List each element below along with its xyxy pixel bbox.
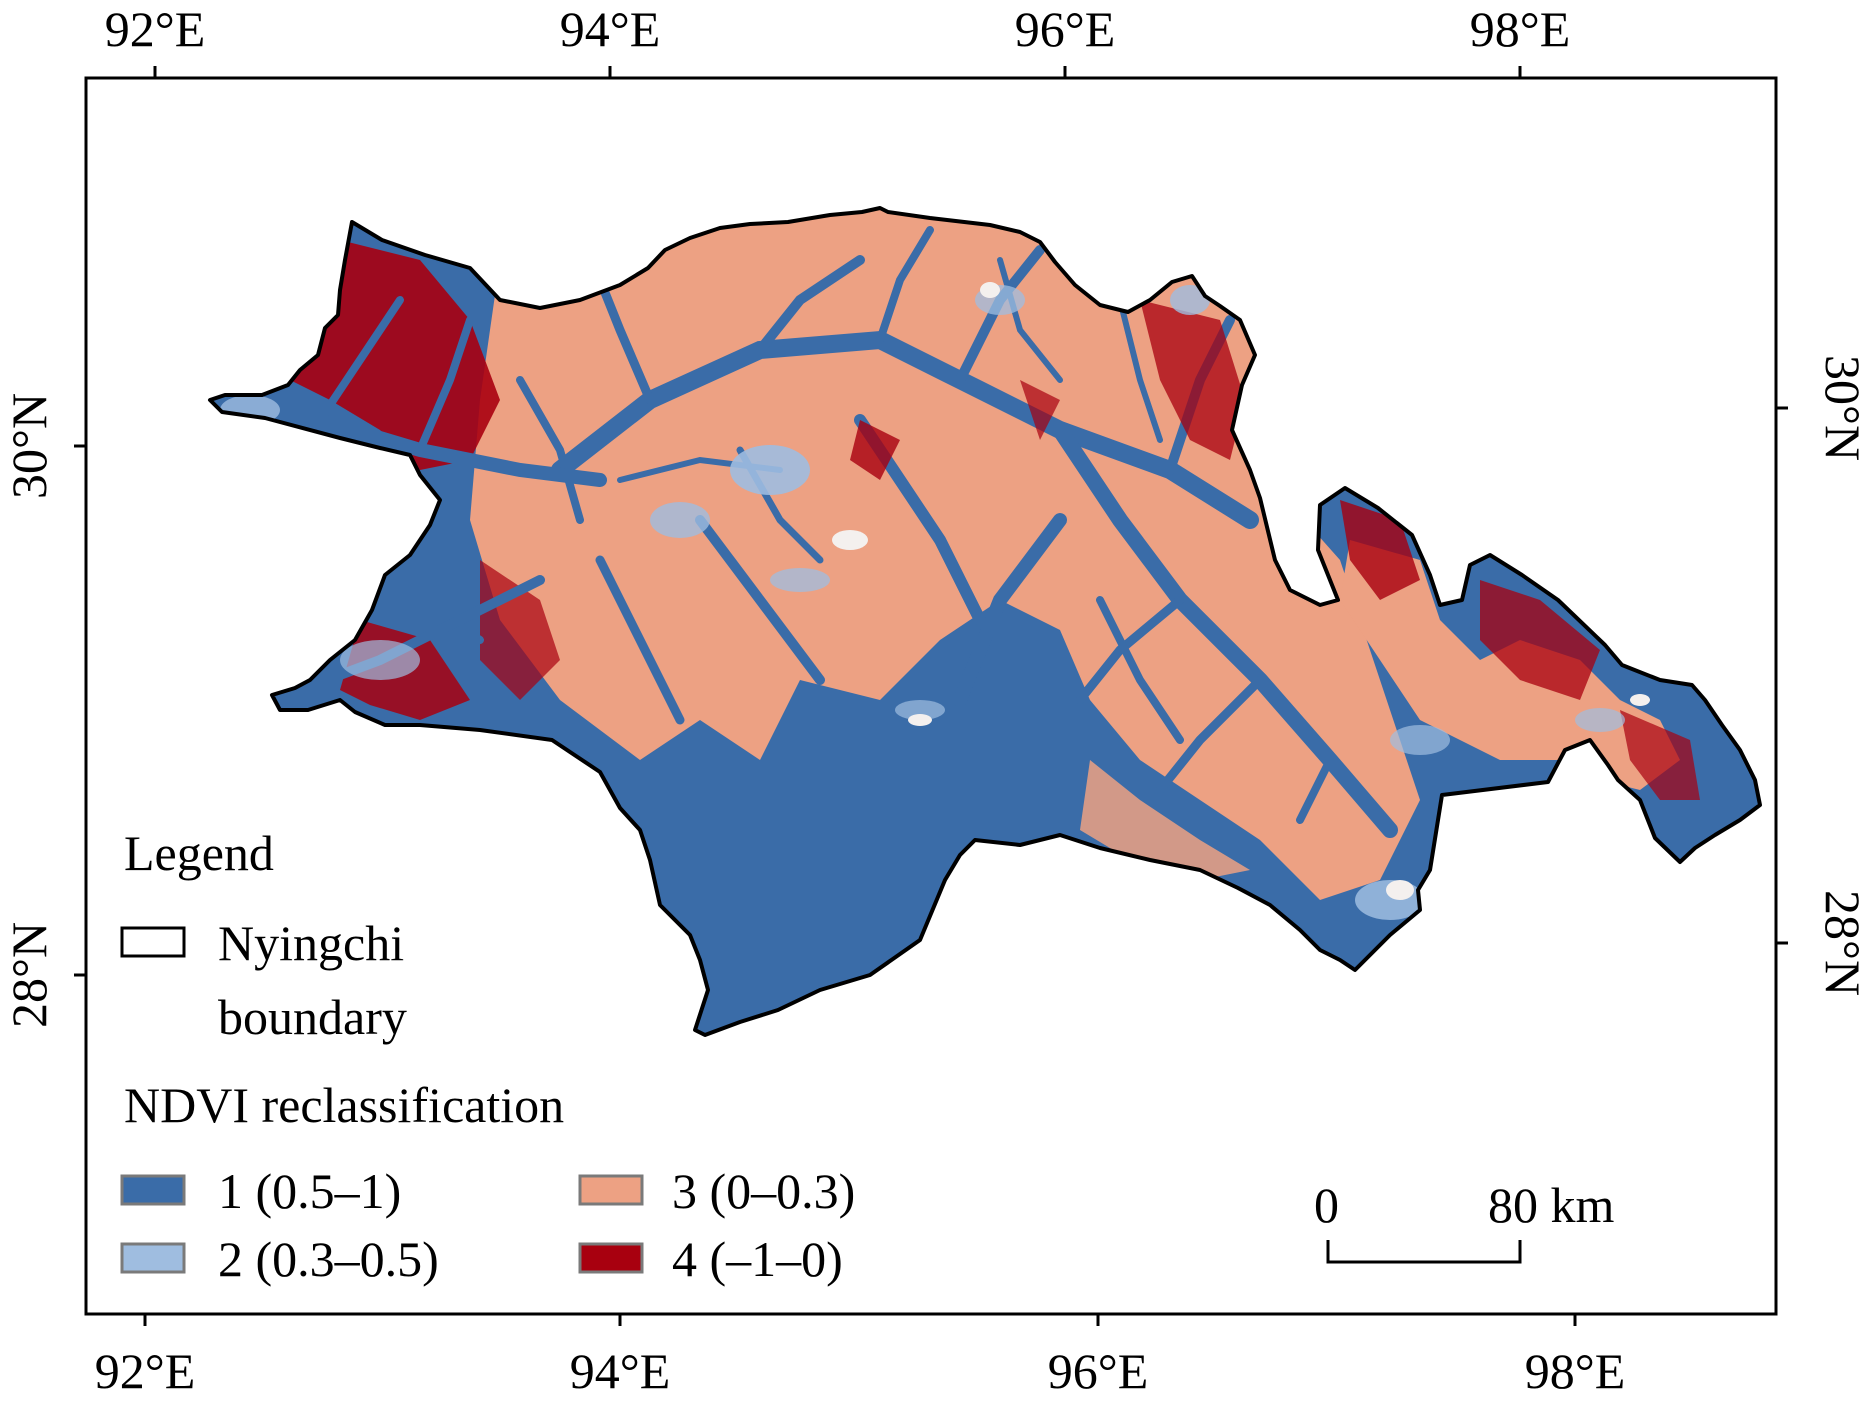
ndvi-class-2-label: 2 (0.3–0.5) xyxy=(218,1231,439,1287)
bottom-lon-label: 96°E xyxy=(1048,1343,1149,1399)
left-lat-label: 28°N xyxy=(1,922,57,1028)
bottom-lon-label: 98°E xyxy=(1525,1343,1626,1399)
ndvi-class-3-swatch xyxy=(578,1174,644,1206)
ndvi-class-1-swatch xyxy=(120,1174,186,1206)
top-lon-label: 92°E xyxy=(105,1,206,57)
boundary-legend-label: Nyingchi xyxy=(218,915,404,971)
right-lat-label: 30°N xyxy=(1815,355,1862,461)
nyingchi-boundary xyxy=(208,206,1762,1037)
legend-title: Legend xyxy=(124,825,274,881)
left-lat-label: 30°N xyxy=(1,393,57,499)
scale-bar: 0 80 km xyxy=(1314,1177,1615,1264)
ndvi-class-3-label: 3 (0–0.3) xyxy=(672,1163,855,1219)
boundary-legend-label: boundary xyxy=(218,989,407,1045)
graticule-ticks xyxy=(74,66,1788,1326)
top-lon-label: 98°E xyxy=(1470,1,1571,57)
bottom-lon-label: 92°E xyxy=(95,1343,196,1399)
snow-patches xyxy=(832,282,1650,900)
scale-bar-end-label: 80 km xyxy=(1488,1177,1615,1233)
ndvi-class-3-area-east xyxy=(1080,760,1250,880)
ndvi-class-4-swatch xyxy=(578,1242,644,1274)
bottom-lon-label: 94°E xyxy=(570,1343,671,1399)
ndvi-class-4-label: 4 (–1–0) xyxy=(672,1231,843,1287)
scale-bar-line xyxy=(1326,1240,1522,1264)
boundary-legend-swatch xyxy=(120,926,186,958)
ndvi-class-1-label: 1 (0.5–1) xyxy=(218,1163,401,1219)
ndvi-legend-title: NDVI reclassification xyxy=(124,1077,564,1133)
top-lon-label: 94°E xyxy=(560,1,661,57)
top-lon-label: 96°E xyxy=(1015,1,1116,57)
map-legend: Legend Nyingchi boundary NDVI reclassifi… xyxy=(120,825,855,1287)
ndvi-class-2-swatch xyxy=(120,1242,186,1274)
right-lat-label: 28°N xyxy=(1815,890,1862,996)
scale-bar-start-label: 0 xyxy=(1314,1177,1339,1233)
